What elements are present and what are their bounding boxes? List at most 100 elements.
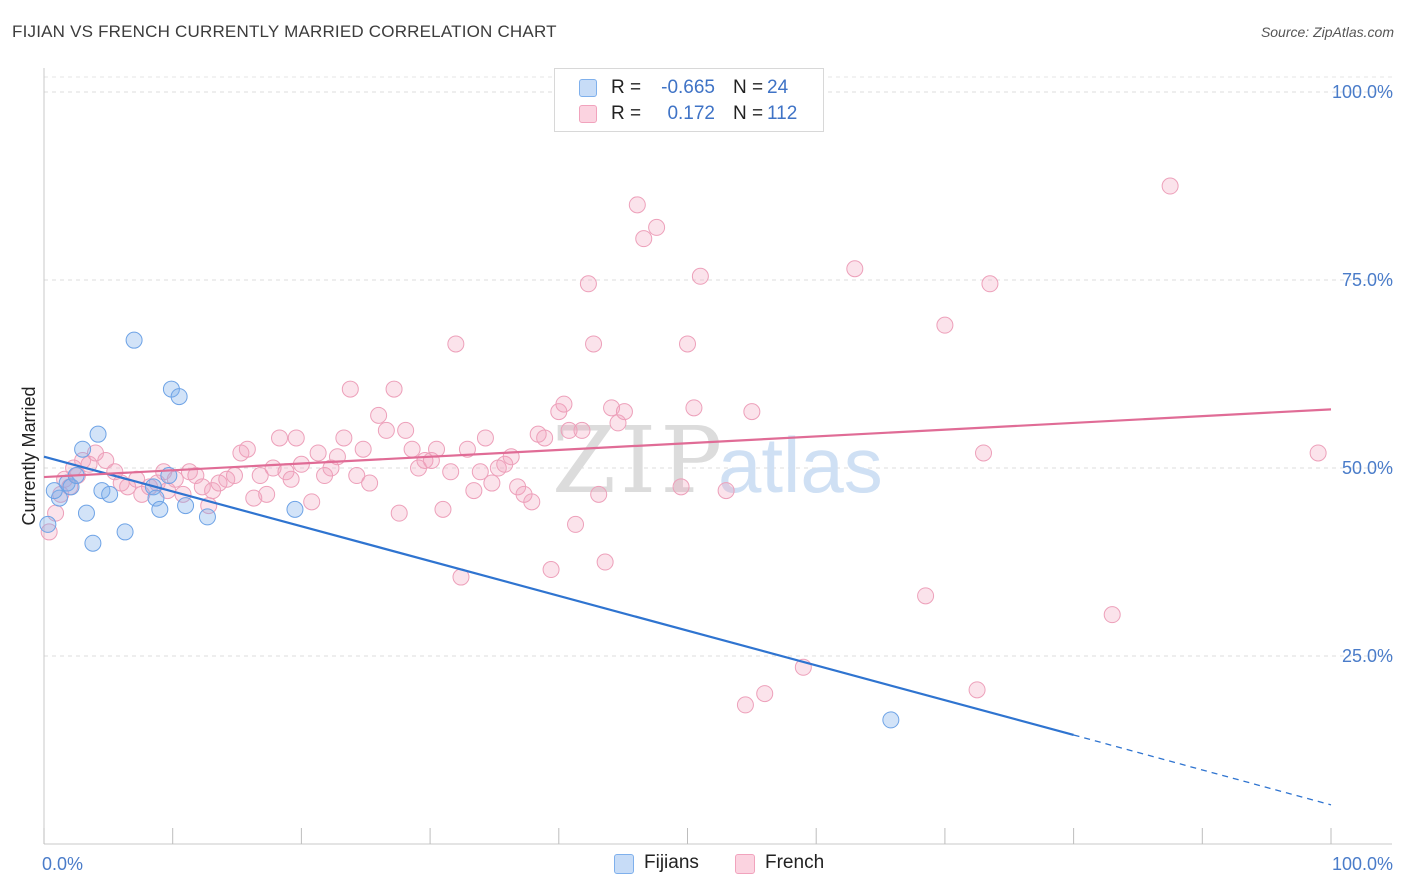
french-point: [442, 463, 460, 481]
fijian-point: [101, 485, 119, 503]
french-point: [287, 429, 305, 447]
french-point: [458, 440, 476, 458]
legend-r-label: R =: [611, 103, 642, 124]
french-point: [981, 275, 999, 293]
french-trend-line: [43, 408, 1332, 479]
chart-source: Source: ZipAtlas.com: [1260, 24, 1394, 40]
french-point: [377, 421, 395, 439]
french-point: [258, 485, 276, 503]
french-point: [397, 421, 415, 439]
french-point: [282, 470, 300, 488]
french-points: [40, 177, 1327, 714]
watermark-atlas: atlas: [718, 421, 883, 509]
bottom-legend-label-fijians: Fijians: [644, 852, 699, 873]
legend-r-value: -0.665: [661, 77, 715, 98]
french-point: [403, 440, 421, 458]
french-point: [361, 474, 379, 492]
french-point: [917, 587, 935, 605]
fijian-point: [89, 425, 107, 443]
grid-lines: [44, 76, 1392, 657]
french-point: [736, 696, 754, 714]
french-point: [390, 504, 408, 522]
french-point: [691, 267, 709, 285]
french-point: [465, 482, 483, 500]
fijian-point: [45, 482, 63, 500]
french-point: [573, 421, 591, 439]
french-point: [542, 561, 560, 579]
bottom-legend-swatch-french: [735, 854, 755, 874]
legend-swatch-fijians: [579, 79, 597, 97]
bottom-legend-swatch-fijians: [614, 854, 634, 874]
y-tick-label: 100.0%: [1332, 82, 1393, 102]
fijian-point: [151, 500, 169, 518]
legend-n-label: N =: [733, 103, 764, 124]
french-point: [968, 681, 986, 699]
bottom-legend-label-french: French: [765, 852, 825, 873]
french-point: [1161, 177, 1179, 195]
trend-lines: [43, 408, 1332, 806]
fijian-trend-line-extension: [1073, 734, 1332, 806]
legend-swatch-french: [579, 105, 597, 123]
french-point: [579, 275, 597, 293]
fijian-point: [198, 508, 216, 526]
french-point: [218, 470, 236, 488]
french-point: [685, 399, 703, 417]
watermark-zip: ZIP: [552, 407, 726, 514]
french-point: [309, 444, 327, 462]
correlation-legend: R = -0.665 N = 24 R = 0.172 N = 112: [554, 68, 824, 132]
french-point: [447, 335, 465, 353]
french-point: [341, 380, 359, 398]
chart-title: FIJIAN VS FRENCH CURRENTLY MARRIED CORRE…: [12, 22, 557, 41]
fijian-point: [39, 515, 57, 533]
legend-r-value: 0.172: [667, 103, 715, 124]
french-point: [370, 406, 388, 424]
fijian-point: [62, 478, 80, 496]
fijian-point: [170, 388, 188, 406]
fijian-point: [882, 711, 900, 729]
french-point: [210, 474, 228, 492]
fijian-point: [286, 500, 304, 518]
x-tick-label: 100.0%: [1332, 854, 1393, 874]
french-point: [271, 429, 289, 447]
legend-r-label: R =: [611, 77, 642, 98]
fijian-point: [84, 534, 102, 552]
french-point: [335, 429, 353, 447]
legend-n-value: 112: [767, 103, 798, 124]
french-point: [743, 403, 761, 421]
french-point: [756, 685, 774, 703]
french-point: [1309, 444, 1327, 462]
french-point: [603, 399, 621, 417]
y-tick-label: 75.0%: [1342, 270, 1393, 290]
french-point: [615, 403, 633, 421]
fijian-point: [125, 331, 143, 349]
fijian-points: [39, 331, 900, 729]
legend-n-value: 24: [767, 77, 789, 98]
legend-row-fijians: R = -0.665 N = 24: [555, 75, 823, 101]
french-point: [635, 230, 653, 248]
french-point: [846, 260, 864, 278]
french-point: [348, 467, 366, 485]
fijian-point: [74, 440, 92, 458]
french-point: [672, 478, 690, 496]
french-point: [596, 553, 614, 571]
french-point: [567, 515, 585, 533]
french-point: [471, 463, 489, 481]
y-tick-labels: 25.0% 50.0% 75.0% 100.0%: [1332, 82, 1393, 666]
french-point: [476, 429, 494, 447]
tick-marks: [43, 828, 1332, 844]
french-point: [523, 493, 541, 511]
french-point: [628, 196, 646, 214]
french-point: [590, 485, 608, 503]
x-tick-label: 0.0%: [42, 854, 83, 874]
fijian-point: [77, 504, 95, 522]
french-point: [936, 316, 954, 334]
y-tick-label: 50.0%: [1342, 458, 1393, 478]
fijian-trend-line: [43, 455, 1074, 737]
french-point: [1103, 606, 1121, 624]
french-point: [245, 489, 263, 507]
french-point: [238, 440, 256, 458]
fijian-point: [116, 523, 134, 541]
fijian-point: [93, 482, 111, 500]
legend-row-french: R = 0.172 N = 112: [555, 101, 823, 127]
